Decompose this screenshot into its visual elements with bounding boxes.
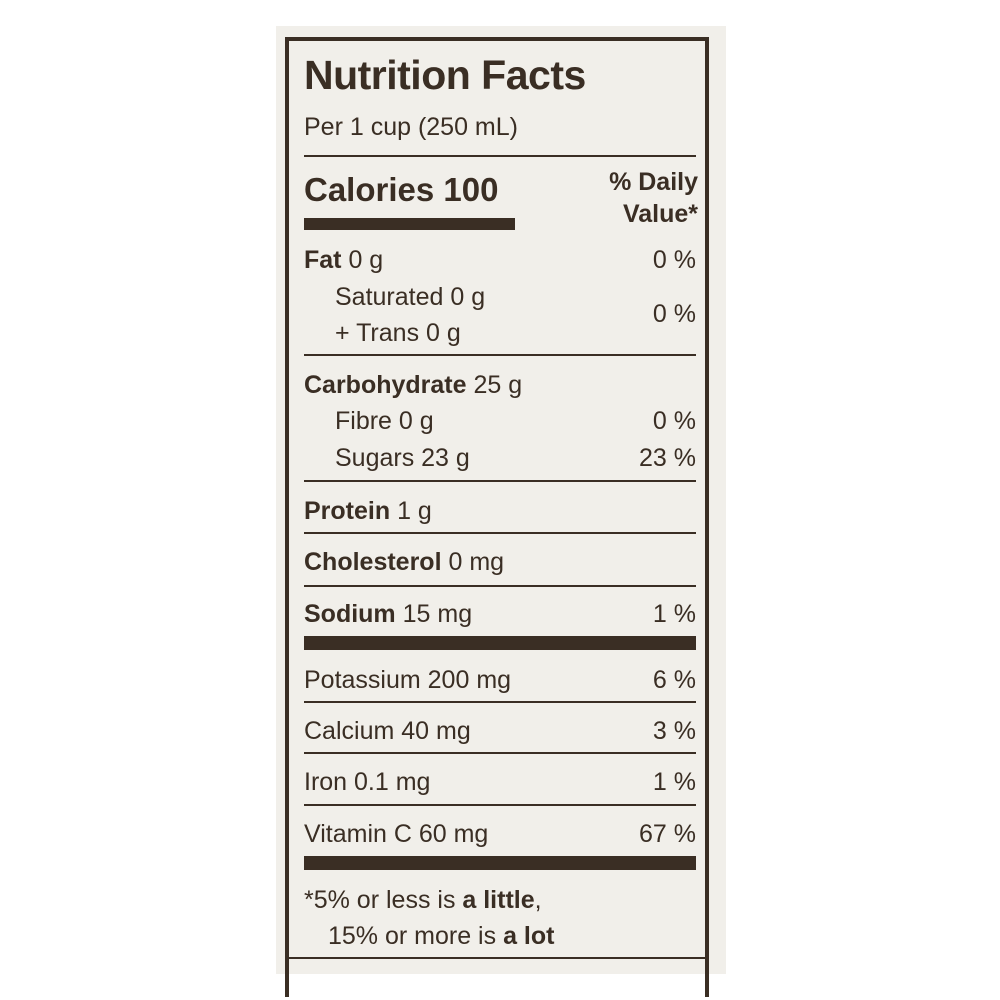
label-title: Nutrition Facts: [304, 52, 586, 98]
trans-row: + Trans 0 g: [335, 319, 461, 347]
cholesterol-amount: 0 mg: [441, 548, 505, 576]
calories: Calories 100: [304, 171, 499, 208]
footnote-line2: 15% or more is a lot: [328, 919, 554, 953]
footnote-text: *5% or less is: [304, 886, 463, 914]
divider: [304, 354, 696, 356]
protein-row: Protein 1 g: [304, 494, 432, 528]
footnote-text: 15% or more is: [328, 922, 504, 950]
divider: [304, 155, 696, 157]
vitamin-c-daily-value: 67 %: [639, 820, 696, 848]
fat-daily-value: 0 %: [652, 246, 696, 274]
fibre-row: Fibre 0 g: [335, 407, 434, 435]
thick-divider: [304, 636, 696, 650]
fat-label: Fat: [304, 246, 342, 274]
calcium-row: Calcium 40 mg: [304, 717, 471, 745]
thick-divider: [304, 856, 696, 870]
divider: [304, 804, 696, 806]
fat-amount: 0 g: [341, 246, 384, 274]
footnote-emphasis: a lot: [503, 922, 555, 950]
divider: [304, 480, 696, 482]
sodium-daily-value: 1 %: [652, 600, 696, 628]
daily-value-header-line1: % Daily: [609, 168, 698, 196]
divider: [304, 752, 696, 754]
iron-row: Iron 0.1 mg: [304, 768, 431, 796]
potassium-daily-value: 6 %: [652, 666, 696, 694]
daily-value-header: % Daily Value*: [560, 166, 698, 230]
vitamin-c-row: Vitamin C 60 mg: [304, 820, 489, 848]
calcium-daily-value: 3 %: [652, 717, 696, 745]
divider: [304, 532, 696, 534]
calories-underline: [304, 218, 515, 230]
carbohydrate-row: Carbohydrate 25 g: [304, 368, 522, 402]
footnote-punct: ,: [534, 886, 542, 914]
sodium-label: Sodium: [304, 600, 396, 628]
iron-daily-value: 1 %: [652, 768, 696, 796]
bottom-rule: [289, 957, 706, 959]
carbohydrate-amount: 25 g: [466, 371, 523, 399]
sodium-row: Sodium 15 mg: [304, 597, 472, 631]
divider: [304, 585, 696, 587]
protein-label: Protein: [304, 497, 391, 525]
carbohydrate-label: Carbohydrate: [304, 371, 467, 399]
fibre-daily-value: 0 %: [652, 407, 696, 435]
sodium-amount: 15 mg: [395, 600, 473, 628]
cholesterol-row: Cholesterol 0 mg: [304, 545, 504, 579]
sugars-row: Sugars 23 g: [335, 444, 470, 472]
label-background: [276, 26, 726, 974]
fat-row: Fat 0 g: [304, 243, 383, 277]
sugars-daily-value: 23 %: [639, 444, 696, 472]
protein-amount: 1 g: [390, 497, 432, 525]
nutrition-facts-panel: [285, 37, 709, 997]
serving-size: Per 1 cup (250 mL): [304, 113, 518, 141]
potassium-row: Potassium 200 mg: [304, 666, 512, 694]
footnote-line1: *5% or less is a little,: [304, 883, 542, 917]
cholesterol-label: Cholesterol: [304, 548, 442, 576]
saturated-trans-daily-value: 0 %: [652, 300, 696, 328]
daily-value-header-line2: Value*: [622, 200, 698, 228]
footnote-emphasis: a little: [462, 886, 535, 914]
saturated-row: Saturated 0 g: [335, 283, 486, 311]
divider: [304, 701, 696, 703]
